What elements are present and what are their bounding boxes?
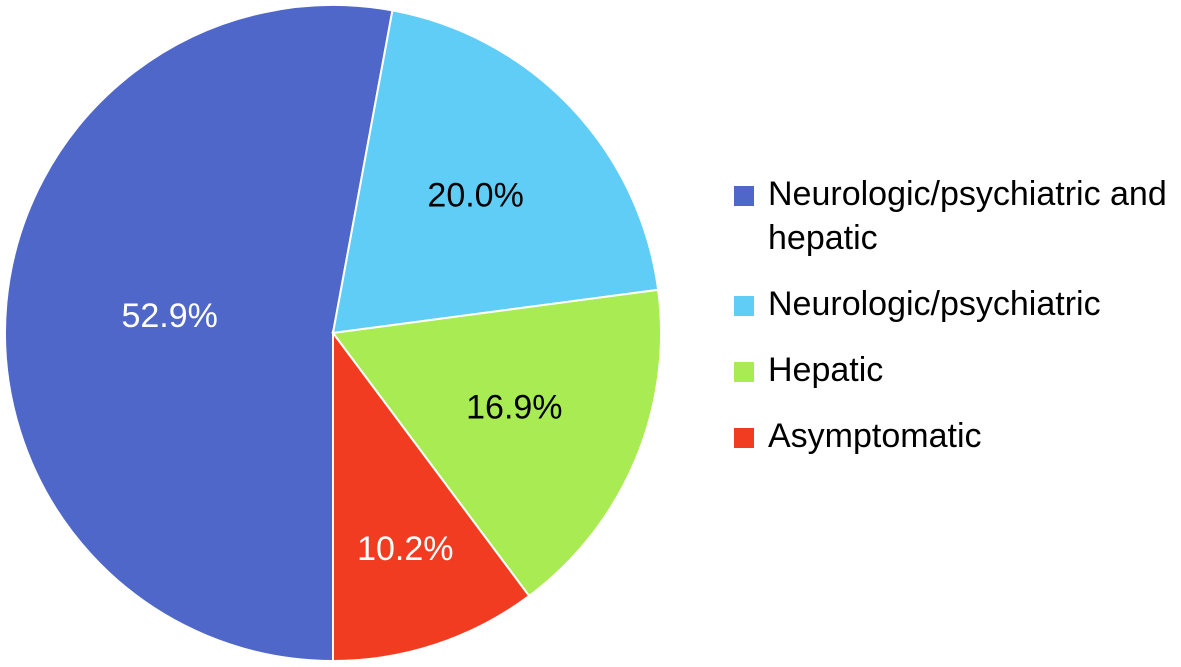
legend-item: Asymptomatic xyxy=(734,414,1181,458)
pie: 52.9% 20.0% 16.9% 10.2% xyxy=(4,4,662,663)
legend-label: Neurologic/psychiatric xyxy=(768,285,1101,323)
pie-slice xyxy=(4,4,394,663)
data-label: 20.0% xyxy=(427,176,523,214)
legend-swatch xyxy=(734,296,754,316)
pie-slice xyxy=(331,288,662,598)
legend-swatch xyxy=(734,428,754,448)
legend-label: Neurologic/psychiatric and hepatic xyxy=(768,175,1167,257)
legend: Neurologic/psychiatric and hepatic Neurol… xyxy=(734,172,1181,480)
legend-swatch xyxy=(734,186,754,206)
legend-item: Neurologic/psychiatric xyxy=(734,282,1181,326)
data-label: 10.2% xyxy=(357,530,453,568)
legend-item: Hepatic xyxy=(734,348,1181,392)
data-label: 16.9% xyxy=(466,388,562,426)
legend-label: Asymptomatic xyxy=(768,417,982,455)
legend-label: Hepatic xyxy=(768,351,884,389)
data-label: 52.9% xyxy=(121,297,217,335)
pie-slice xyxy=(332,329,531,663)
legend-swatch xyxy=(734,362,754,382)
pie-slice xyxy=(331,9,660,335)
legend-item: Neurologic/psychiatric and hepatic xyxy=(734,172,1181,260)
